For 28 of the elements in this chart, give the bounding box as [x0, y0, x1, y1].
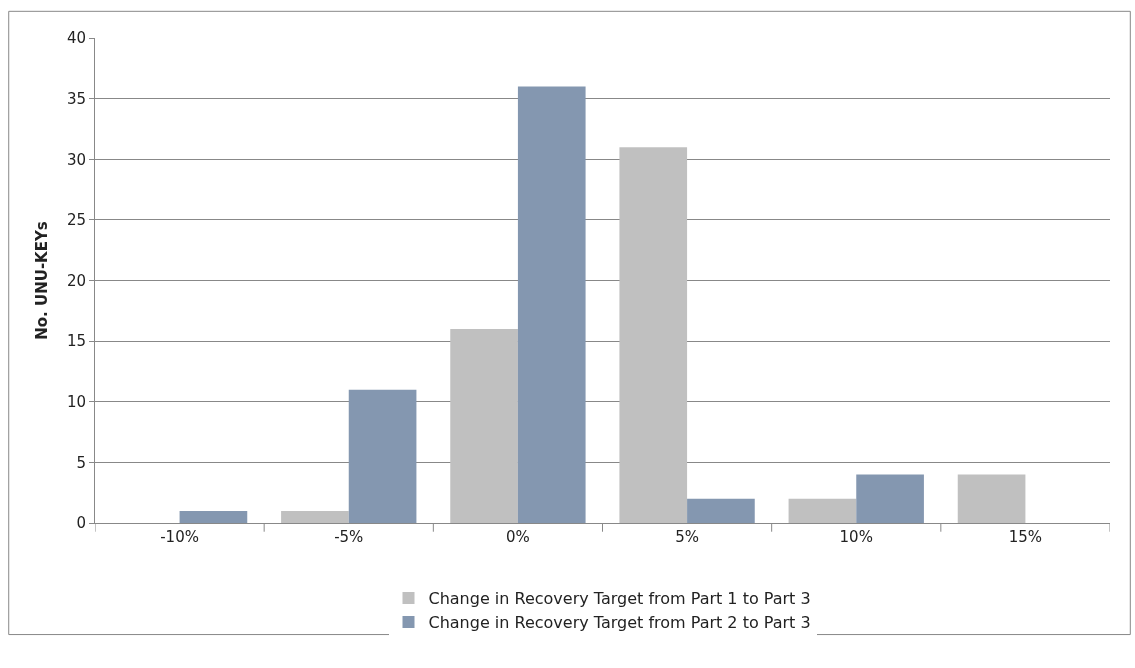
bar	[687, 498, 755, 523]
bar	[957, 474, 1026, 523]
y-tick-label: 40	[66, 29, 86, 48]
x-tick-label: -10%	[160, 528, 199, 546]
y-tick-label: 25	[66, 211, 86, 230]
y-tick-label: 5	[76, 453, 86, 472]
bar	[856, 474, 924, 523]
x-tick-label: 15%	[1008, 528, 1043, 546]
bar	[179, 510, 248, 523]
bar	[450, 329, 518, 523]
y-tick-label: 35	[66, 89, 86, 108]
y-tick-label: 20	[66, 271, 86, 290]
x-tick-label: 0%	[506, 528, 530, 546]
y-tick-label: 15	[66, 332, 86, 351]
y-tick-label: 10	[66, 393, 86, 411]
x-tick-label: -5%	[334, 528, 364, 546]
y-axis-title: No. UNU-KEYs	[33, 221, 52, 340]
bar	[517, 86, 586, 523]
x-tick-label: 5%	[675, 528, 699, 546]
x-tick-label: 10%	[839, 528, 873, 546]
y-tick-label: 30	[66, 150, 86, 169]
legend-label: Change in Recovery Target from Part 1 to Part 3	[428, 589, 811, 609]
bar	[788, 498, 857, 523]
y-tick-label: 0	[76, 514, 86, 533]
bar	[348, 389, 417, 523]
bar	[619, 147, 688, 523]
legend-label: Change in Recovery Target from Part 2 to Part 3	[428, 613, 811, 633]
bar	[281, 510, 349, 523]
